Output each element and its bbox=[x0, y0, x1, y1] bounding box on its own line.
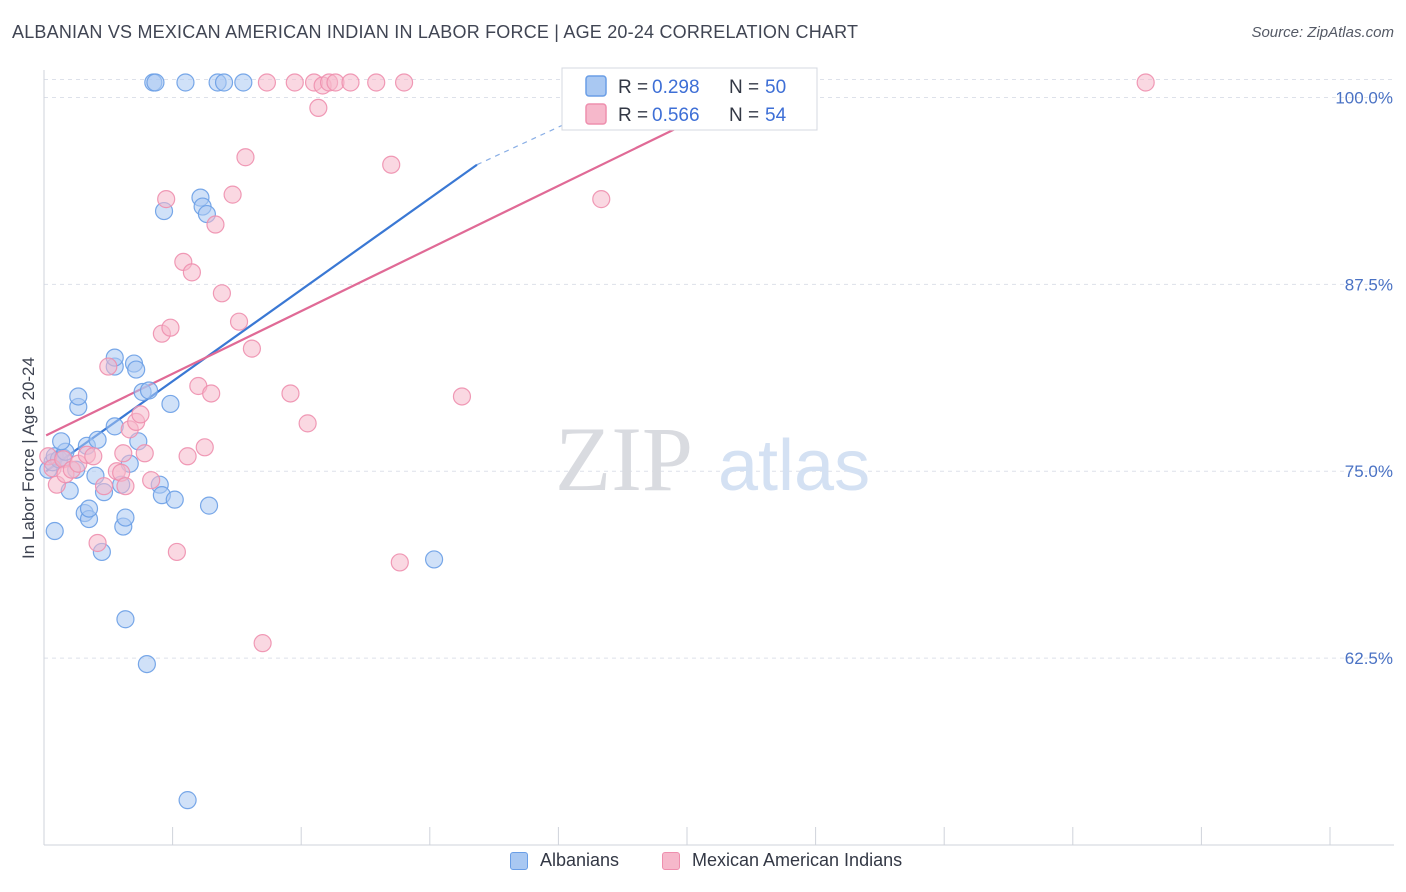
mexican-american-indian-point bbox=[298, 414, 317, 433]
mexican-american-indian-point bbox=[88, 533, 107, 553]
legend-item-albanians[interactable]: Albanians bbox=[510, 850, 619, 871]
data-points bbox=[39, 73, 1155, 810]
albanian-point bbox=[139, 381, 159, 400]
correlation-legend: R = 0.298 N = 50 R = 0.566 N = 54 bbox=[561, 67, 818, 131]
albanian-point bbox=[214, 73, 234, 92]
albanian-point bbox=[234, 73, 253, 92]
albanians-swatch bbox=[510, 851, 528, 870]
scatter-chart: ZIP atlas In Labor Force | Age 20-24 100… bbox=[19, 67, 1394, 846]
mexican-american-indian-point bbox=[223, 185, 242, 204]
mexican-american-indian-point bbox=[116, 477, 135, 496]
albanian-point bbox=[178, 791, 197, 810]
mexican-american-indians-trend-line bbox=[45, 81, 772, 437]
mexican-american-indian-point bbox=[131, 405, 150, 424]
albanian-point bbox=[165, 490, 184, 509]
watermark-zip: ZIP bbox=[555, 408, 693, 510]
legend-n-value-1: 50 bbox=[765, 77, 786, 98]
mexican-american-indian-point bbox=[309, 98, 328, 118]
albanian-point bbox=[146, 73, 165, 92]
legend-n-label-2: N = bbox=[729, 105, 759, 126]
mexican-american-indian-point bbox=[285, 73, 304, 92]
mexican-american-indian-point bbox=[394, 73, 414, 92]
mexican-american-indian-point bbox=[367, 73, 386, 92]
mexican-american-indian-point bbox=[212, 284, 231, 303]
albanian-point bbox=[45, 521, 64, 541]
mexican-american-indian-point bbox=[341, 73, 360, 92]
grid-lines bbox=[44, 79, 1394, 659]
mexican-american-indian-point bbox=[142, 471, 161, 490]
legend-n-value-2: 54 bbox=[765, 105, 787, 126]
series-legend: Albanians Mexican American Indians bbox=[0, 850, 1406, 880]
legend-item-mexican-american-indians[interactable]: Mexican American Indians bbox=[662, 850, 902, 871]
albanian-point bbox=[161, 394, 180, 414]
y-tick-label: 75.0% bbox=[1345, 462, 1393, 481]
mexican-american-indian-point bbox=[99, 357, 118, 376]
legend-swatch-albanians bbox=[585, 75, 607, 97]
y-tick-label: 62.5% bbox=[1345, 649, 1393, 668]
y-tick-label: 100.0% bbox=[1335, 88, 1393, 107]
legend-r-label-2: R = bbox=[618, 105, 648, 126]
y-tick-label: 87.5% bbox=[1345, 275, 1393, 294]
mexican-american-indians-swatch bbox=[662, 851, 680, 870]
mexican-american-indian-point bbox=[253, 634, 272, 653]
mexican-american-indian-point bbox=[157, 190, 176, 209]
mexican-american-indian-point bbox=[84, 447, 103, 466]
mexican-american-indian-point bbox=[592, 190, 611, 209]
albanian-point bbox=[116, 508, 135, 527]
mexican-american-indian-point bbox=[167, 542, 186, 562]
albanian-point bbox=[79, 499, 99, 518]
mexican-american-indian-point bbox=[257, 73, 277, 92]
albanian-point bbox=[199, 496, 219, 515]
mexican-american-indian-point bbox=[135, 444, 154, 463]
albanians-label: Albanians bbox=[540, 850, 620, 870]
watermark: ZIP atlas bbox=[555, 408, 870, 510]
mexican-american-indian-point bbox=[114, 444, 133, 463]
mexican-american-indian-point bbox=[452, 387, 472, 406]
albanian-point bbox=[176, 73, 195, 92]
albanian-point bbox=[69, 387, 88, 406]
mexican-american-indian-point bbox=[195, 438, 214, 457]
mexican-american-indian-point bbox=[206, 215, 225, 234]
mexican-american-indian-point bbox=[236, 148, 255, 167]
legend-r-label-1: R = bbox=[618, 77, 648, 98]
albanian-point bbox=[116, 610, 135, 629]
mexican-american-indian-point bbox=[1136, 73, 1155, 92]
mexican-american-indian-point bbox=[202, 384, 221, 403]
mexican-american-indian-point bbox=[242, 339, 262, 358]
mexican-american-indian-point bbox=[182, 263, 201, 282]
albanian-point bbox=[137, 654, 156, 674]
mexican-american-indian-point bbox=[281, 384, 300, 403]
mexican-american-indian-point bbox=[390, 553, 409, 572]
albanian-point bbox=[424, 550, 444, 569]
legend-r-value-2: 0.566 bbox=[652, 105, 700, 126]
mexican-american-indian-point bbox=[94, 477, 114, 496]
y-tick-labels: 100.0% 87.5% 75.0% 62.5% bbox=[1335, 88, 1393, 668]
source-credit: Source: ZipAtlas.com bbox=[1251, 24, 1394, 41]
mexican-american-indian-point bbox=[161, 318, 180, 337]
albanian-point bbox=[127, 360, 146, 379]
mexican-american-indian-point bbox=[229, 312, 249, 331]
mexican-american-indians-label: Mexican American Indians bbox=[692, 850, 903, 870]
axes bbox=[43, 70, 1394, 846]
mexican-american-indian-point bbox=[382, 155, 401, 174]
legend-r-value-1: 0.298 bbox=[652, 77, 700, 98]
legend-n-label-1: N = bbox=[729, 77, 759, 98]
albanian-point bbox=[105, 417, 124, 436]
y-axis-label: In Labor Force | Age 20-24 bbox=[19, 357, 38, 559]
chart-title: ALBANIAN VS MEXICAN AMERICAN INDIAN IN L… bbox=[12, 22, 859, 42]
albanian-point bbox=[88, 430, 107, 449]
albanian-point bbox=[52, 432, 71, 451]
watermark-atlas: atlas bbox=[718, 426, 870, 506]
mexican-american-indian-point bbox=[178, 447, 197, 466]
legend-swatch-mexican-american-indians bbox=[585, 103, 607, 125]
